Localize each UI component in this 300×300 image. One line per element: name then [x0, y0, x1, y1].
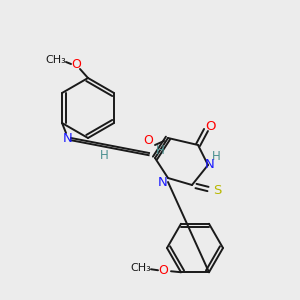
Text: N: N	[205, 158, 215, 172]
Text: CH₃: CH₃	[46, 55, 66, 65]
Text: O: O	[158, 264, 168, 277]
Text: S: S	[213, 184, 221, 196]
Text: H: H	[100, 149, 108, 162]
Text: H: H	[156, 143, 164, 157]
Text: H: H	[212, 151, 220, 164]
Text: N: N	[63, 131, 73, 145]
Text: O: O	[143, 134, 153, 146]
Text: O: O	[71, 58, 81, 70]
Text: N: N	[158, 176, 168, 188]
Text: O: O	[205, 119, 215, 133]
Text: CH₃: CH₃	[130, 263, 152, 273]
